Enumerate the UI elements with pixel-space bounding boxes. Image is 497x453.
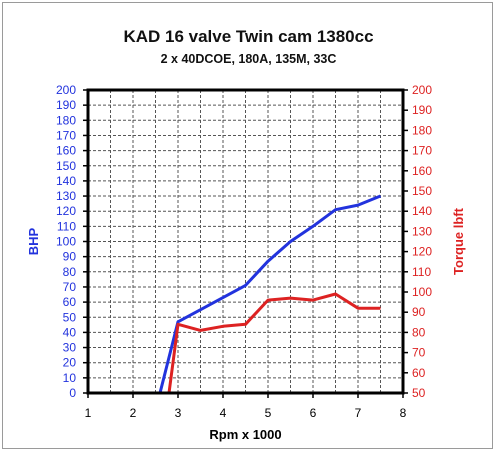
y-tick-label-right: 180 <box>412 123 432 137</box>
y-tick-label-right: 190 <box>412 103 432 117</box>
x-tick-label: 4 <box>220 406 227 420</box>
x-axis-label: Rpm x 1000 <box>209 427 281 442</box>
y-tick-label-right: 80 <box>412 325 426 339</box>
x-tick-label: 5 <box>265 406 272 420</box>
y-tick-label-right: 130 <box>412 224 432 238</box>
y-tick-label-left: 120 <box>56 204 76 218</box>
y-tick-label-right: 140 <box>412 204 432 218</box>
y-tick-label-left: 70 <box>63 280 77 294</box>
y-tick-label-left: 40 <box>63 325 77 339</box>
x-tick-label: 7 <box>355 406 362 420</box>
chart-title: KAD 16 valve Twin cam 1380cc <box>123 27 374 46</box>
y-tick-label-right: 50 <box>412 386 426 400</box>
y-tick-label-left: 60 <box>63 295 77 309</box>
y-tick-label-left: 160 <box>56 144 76 158</box>
chart-grid <box>88 90 403 393</box>
chart-ticks: 0102030405060708090100110120130140150160… <box>56 83 432 420</box>
y-axis-label-right: Torque lbft <box>451 207 466 275</box>
y-tick-label-left: 20 <box>63 356 77 370</box>
y-tick-label-left: 10 <box>63 371 77 385</box>
y-tick-label-left: 150 <box>56 159 76 173</box>
y-tick-label-right: 70 <box>412 346 426 360</box>
chart-subtitle: 2 x 40DCOE, 180A, 135M, 33C <box>160 52 337 66</box>
y-tick-label-left: 110 <box>57 219 76 233</box>
y-tick-label-left: 130 <box>56 189 76 203</box>
chart-frame <box>2 2 493 449</box>
y-tick-label-left: 140 <box>56 174 76 188</box>
series-line-torque <box>160 292 381 395</box>
y-tick-label-right: 100 <box>412 285 432 299</box>
y-tick-label-left: 200 <box>56 83 76 97</box>
x-tick-label: 3 <box>175 406 182 420</box>
y-tick-label-right: 150 <box>412 184 432 198</box>
y-tick-label-right: 170 <box>412 144 432 158</box>
chart-series <box>151 194 382 395</box>
y-tick-label-left: 0 <box>69 386 76 400</box>
y-tick-label-right: 160 <box>412 164 432 178</box>
x-tick-label: 1 <box>85 406 92 420</box>
y-tick-label-left: 50 <box>63 310 77 324</box>
series-line-bhp <box>151 194 382 395</box>
y-tick-label-right: 90 <box>412 305 426 319</box>
y-tick-label-right: 120 <box>412 245 432 259</box>
y-tick-label-left: 80 <box>63 265 77 279</box>
y-tick-label-left: 170 <box>56 128 76 142</box>
y-tick-label-left: 30 <box>63 341 77 355</box>
y-tick-label-left: 90 <box>63 250 77 264</box>
x-tick-label: 2 <box>130 406 137 420</box>
y-tick-label-left: 190 <box>56 98 76 112</box>
y-tick-label-right: 60 <box>412 366 426 380</box>
y-tick-label-right: 110 <box>412 265 431 279</box>
y-tick-label-right: 200 <box>412 83 432 97</box>
y-tick-label-left: 100 <box>56 235 76 249</box>
y-axis-label-left: BHP <box>26 227 41 255</box>
x-tick-label: 8 <box>400 406 407 420</box>
x-tick-label: 6 <box>310 406 317 420</box>
y-tick-label-left: 180 <box>56 113 76 127</box>
